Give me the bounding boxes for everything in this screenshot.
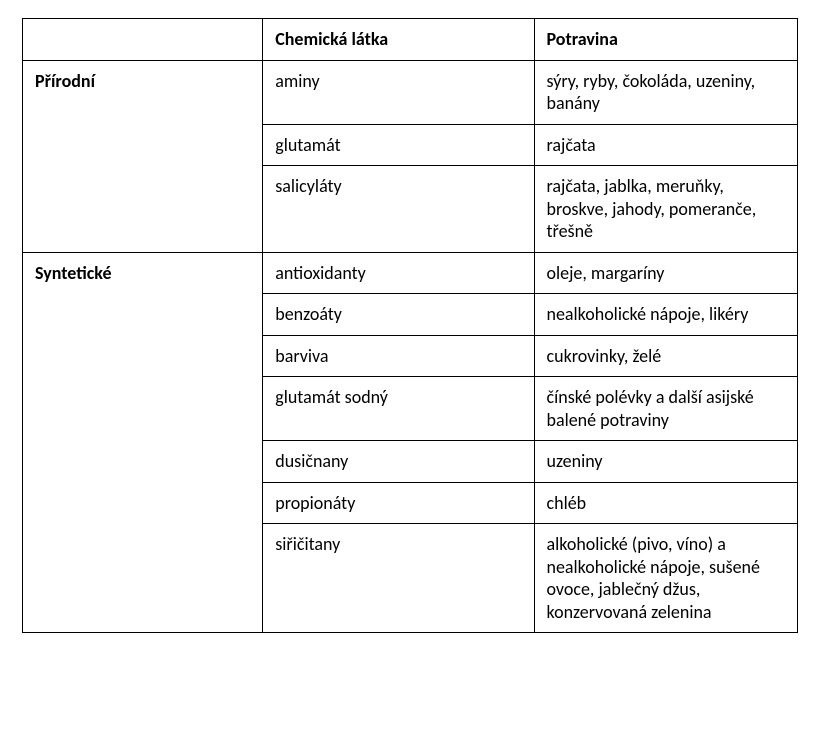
header-food: Potravina [534, 19, 798, 61]
cell-chemical: benzoáty [263, 294, 534, 336]
cell-food: chléb [534, 482, 798, 524]
cell-food: uzeniny [534, 441, 798, 483]
cell-chemical: barviva [263, 335, 534, 377]
cell-chemical: glutamát [263, 124, 534, 166]
cell-chemical: propionáty [263, 482, 534, 524]
group-cell-natural: Přírodní [23, 60, 263, 252]
cell-chemical: siřičitany [263, 524, 534, 633]
cell-chemical: dusičnany [263, 441, 534, 483]
table-row: Přírodní aminy sýry, ryby, čokoláda, uze… [23, 60, 798, 124]
cell-chemical: aminy [263, 60, 534, 124]
table-row: Syntetické antioxidanty oleje, margaríny [23, 252, 798, 294]
cell-food: rajčata [534, 124, 798, 166]
cell-chemical: antioxidanty [263, 252, 534, 294]
header-group [23, 19, 263, 61]
cell-food: cukrovinky, želé [534, 335, 798, 377]
cell-food: čínské polévky a další asijské balené po… [534, 377, 798, 441]
table-header: Chemická látka Potravina [23, 19, 798, 61]
header-row: Chemická látka Potravina [23, 19, 798, 61]
cell-chemical: salicyláty [263, 166, 534, 253]
cell-food: alkoholické (pivo, víno) a nealkoholické… [534, 524, 798, 633]
header-chemical: Chemická látka [263, 19, 534, 61]
cell-food: sýry, ryby, čokoláda, uzeniny, banány [534, 60, 798, 124]
cell-food: rajčata, jablka, meruňky, broskve, jahod… [534, 166, 798, 253]
cell-food: oleje, margaríny [534, 252, 798, 294]
cell-food: nealkoholické nápoje, likéry [534, 294, 798, 336]
cell-chemical: glutamát sodný [263, 377, 534, 441]
page: Chemická látka Potravina Přírodní aminy … [0, 0, 820, 731]
table-body: Přírodní aminy sýry, ryby, čokoláda, uze… [23, 60, 798, 633]
group-cell-synthetic: Syntetické [23, 252, 263, 633]
substances-table: Chemická látka Potravina Přírodní aminy … [22, 18, 798, 633]
